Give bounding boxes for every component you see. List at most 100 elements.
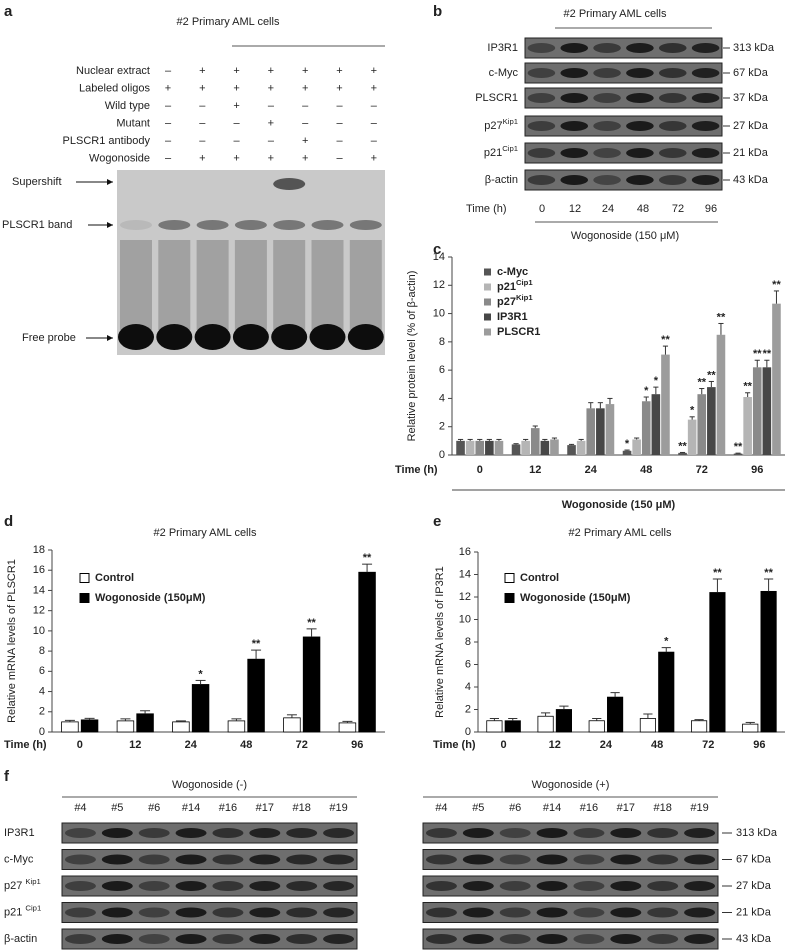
bar	[456, 440, 465, 455]
legend-label: Wogonoside (150μM)	[520, 592, 631, 604]
time-value: 24	[602, 203, 614, 215]
legend-swatch	[79, 573, 90, 583]
band	[323, 907, 355, 918]
band	[658, 93, 687, 103]
bar	[338, 722, 357, 733]
panel-label: a	[4, 3, 13, 20]
band	[175, 934, 207, 944]
band	[527, 68, 556, 78]
error-bar	[708, 380, 714, 388]
error-bar	[588, 402, 594, 409]
error-bar	[175, 720, 186, 722]
band	[64, 934, 96, 944]
bar	[607, 696, 624, 733]
bar	[762, 367, 772, 455]
y-tick-label: 4	[39, 685, 45, 697]
y-tick-label: 14	[459, 568, 471, 580]
significance-label: **	[763, 348, 772, 360]
band	[64, 907, 96, 918]
x-axis-label: Time (h)	[4, 739, 47, 751]
smear	[234, 240, 267, 330]
significance-label: *	[664, 636, 669, 648]
bar	[678, 452, 687, 455]
bar	[661, 354, 670, 455]
legend-swatch	[484, 268, 491, 276]
significance-label: **	[697, 376, 706, 388]
error-bar	[643, 713, 653, 719]
condition-sign: –	[336, 117, 343, 129]
bar	[227, 720, 246, 733]
error-bar	[84, 717, 95, 720]
band-label: Free probe	[22, 332, 76, 344]
significance-label: **	[713, 567, 722, 579]
band	[212, 828, 244, 838]
time-value: 48	[637, 203, 649, 215]
bar	[691, 720, 708, 733]
free-probe	[118, 324, 154, 350]
x-tick-label: 0	[477, 464, 483, 476]
protein-label-main: c-Myc	[489, 67, 519, 79]
free-probe	[156, 324, 193, 350]
band	[691, 121, 720, 131]
error-bar	[568, 443, 575, 446]
protein-label-sup: Kip1	[25, 877, 40, 886]
band	[647, 907, 679, 918]
condition-sign: –	[336, 100, 343, 112]
panel-label: f	[4, 768, 10, 785]
size-label: 43 kDa	[733, 174, 769, 186]
band	[610, 881, 642, 891]
significance-label: **	[678, 440, 687, 452]
plscr1-band	[311, 220, 344, 230]
error-bar	[754, 359, 760, 368]
panel-label: d	[4, 513, 13, 530]
error-bar	[661, 647, 671, 653]
bar	[172, 721, 190, 733]
significance-label: *	[625, 438, 630, 450]
bar	[743, 397, 752, 455]
bar	[576, 440, 586, 455]
condition-sign: +	[233, 100, 239, 112]
error-bar	[662, 345, 669, 355]
error-bar	[689, 416, 695, 420]
protein-label: PLSCR1	[475, 92, 518, 104]
band	[573, 881, 605, 891]
band	[626, 93, 654, 103]
sample-label: #5	[111, 802, 123, 814]
x-tick-label: 0	[77, 739, 83, 751]
bar	[465, 440, 475, 455]
error-bar	[496, 438, 502, 441]
significance-label: **	[252, 638, 261, 650]
significance-label: **	[764, 567, 773, 579]
y-tick-label: 8	[465, 636, 471, 648]
blot	[422, 928, 719, 950]
condition-sign: –	[302, 117, 309, 129]
size-label: 21 kDa	[733, 147, 769, 159]
band	[684, 881, 716, 891]
condition-sign: –	[371, 100, 378, 112]
blot	[422, 849, 719, 870]
band	[249, 828, 281, 838]
bar	[752, 367, 762, 455]
significance-label: **	[772, 279, 781, 291]
band	[684, 828, 716, 838]
chart-title: #2 Primary AML cells	[154, 527, 257, 539]
legend-label-main: p27	[497, 296, 516, 308]
band	[212, 934, 244, 944]
error-bar	[231, 718, 242, 721]
band	[536, 828, 568, 838]
band	[499, 907, 531, 918]
band	[691, 43, 720, 53]
x-tick-label: 72	[702, 739, 714, 751]
sample-label: #17	[256, 802, 274, 814]
legend-label: Control	[95, 572, 134, 584]
y-tick-label: 4	[439, 392, 445, 404]
x-tick-label: 48	[640, 464, 652, 476]
band	[536, 934, 568, 944]
error-bar	[763, 578, 774, 592]
bar	[61, 721, 79, 733]
sample-label: #6	[148, 802, 160, 814]
condition-sign: –	[199, 117, 206, 129]
y-tick-label: 8	[39, 645, 45, 657]
band	[138, 934, 170, 944]
protein-label-sup: Kip1	[503, 117, 518, 126]
